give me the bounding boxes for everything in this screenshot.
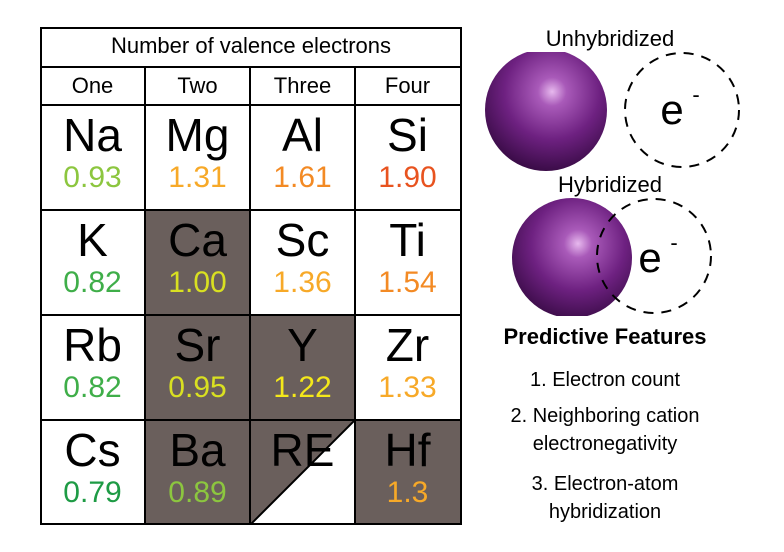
electron-orbital-dashed (624, 52, 740, 168)
element-symbol: Rb (63, 319, 122, 371)
valence-table: Number of valence electrons One Two Thre… (40, 27, 462, 525)
element-symbol: Na (63, 109, 122, 161)
feature-item-2-line-1: 2. Neighboring cation (510, 405, 700, 427)
electronegativity-value: 1.61 (273, 161, 332, 194)
electronegativity-value: 0.79 (63, 476, 122, 509)
element-cell-y: Y 1.22 (250, 315, 355, 420)
split-cell-shading (250, 420, 355, 525)
feature-item-1: 1. Electron count (529, 369, 681, 391)
element-symbol: Y (287, 319, 318, 371)
electronegativity-value: 1.22 (273, 371, 332, 404)
electronegativity-value: 0.89 (168, 476, 227, 509)
element-symbol: Sc (275, 214, 330, 266)
hybridized-orbitals: e - (512, 198, 712, 316)
element-symbol: Ti (389, 214, 426, 266)
element-cell-sr: Sr 0.95 (145, 315, 250, 420)
electronegativity-value: 0.82 (63, 266, 122, 299)
unhybridized-label: Unhybridized (545, 26, 675, 51)
element-symbol: K (77, 214, 108, 266)
element-symbol: Sr (174, 319, 221, 371)
column-header-three: Three (273, 73, 332, 98)
element-cell-cs: Cs 0.79 (40, 420, 145, 525)
element-cell-na: Na 0.93 (40, 105, 145, 210)
electron-charge: - (692, 82, 699, 107)
element-symbol: Cs (64, 424, 121, 476)
electronegativity-value: 1.36 (273, 266, 332, 299)
element-cell-zr: Zr 1.33 (355, 315, 460, 420)
element-symbol: Ba (169, 424, 226, 476)
element-cell-ba: Ba 0.89 (145, 420, 250, 525)
table-grid-lines (40, 27, 462, 525)
electronegativity-value: 1.3 (386, 476, 429, 509)
element-cell-k: K 0.82 (40, 210, 145, 315)
feature-item-3-line-1: 3. Electron-atom (531, 473, 679, 495)
electron-charge: - (670, 230, 677, 255)
electronegativity-value: 0.95 (168, 371, 227, 404)
element-symbol: Hf (384, 424, 431, 476)
electronegativity-value: 1.33 (378, 371, 437, 404)
electronegativity-value: 1.00 (168, 266, 227, 299)
electronegativity-value: 0.82 (63, 371, 122, 404)
electronegativity-value: 1.54 (378, 266, 437, 299)
electron-label: e (660, 86, 683, 133)
atom-sphere (485, 52, 607, 171)
element-symbol: Al (282, 109, 323, 161)
element-symbol: Mg (165, 109, 230, 161)
column-header-one: One (71, 73, 114, 98)
feature-item-2-line-2: electronegativity (532, 433, 678, 455)
column-header-two: Two (177, 73, 218, 98)
electron-label: e (638, 234, 661, 281)
hybridized-label: Hybridized (558, 172, 662, 197)
element-cell-mg: Mg 1.31 (145, 105, 250, 210)
electronegativity-value: 1.90 (378, 161, 437, 194)
element-cell-si: Si 1.90 (355, 105, 460, 210)
unhybridized-orbitals: e - (485, 52, 740, 171)
element-symbol: Si (387, 109, 428, 161)
element-symbol: RE (270, 424, 335, 476)
feature-item-3-line-2: hybridization (548, 501, 662, 523)
atom-sphere (512, 198, 632, 316)
electron-orbital-dashed (596, 198, 712, 314)
table-header: Number of valence electrons (110, 33, 392, 58)
element-symbol: Zr (385, 319, 430, 371)
features-title: Predictive Features (503, 324, 707, 349)
element-symbol: Ca (168, 214, 227, 266)
electronegativity-value: 0.93 (63, 161, 122, 194)
element-cell-re: RE (250, 420, 355, 525)
element-cell-ca: Ca 1.00 (145, 210, 250, 315)
element-cell-al: Al 1.61 (250, 105, 355, 210)
element-cell-rb: Rb 0.82 (40, 315, 145, 420)
element-cell-ti: Ti 1.54 (355, 210, 460, 315)
element-cell-sc: Sc 1.36 (250, 210, 355, 315)
electronegativity-value: 1.31 (168, 161, 227, 194)
column-header-four: Four (384, 73, 431, 98)
element-cell-hf: Hf 1.3 (355, 420, 460, 525)
